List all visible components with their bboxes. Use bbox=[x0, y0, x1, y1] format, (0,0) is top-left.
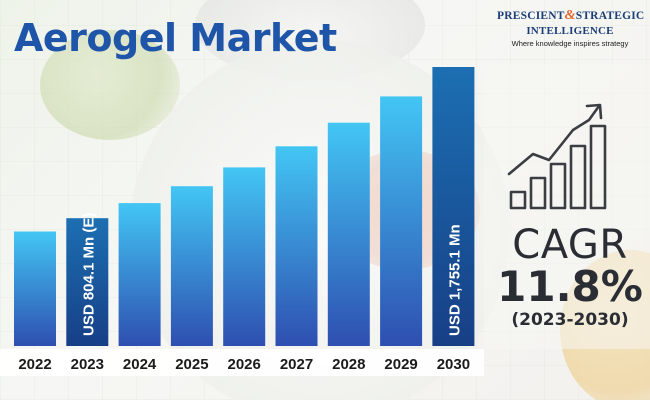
logo-word-prescient: PRESCIENT bbox=[497, 10, 565, 22]
cagr-label: CAGR bbox=[512, 222, 628, 268]
x-tick-label-2026: 2026 bbox=[228, 356, 261, 373]
x-tick-label-2030: 2030 bbox=[437, 356, 470, 373]
bar-2022 bbox=[14, 231, 56, 346]
bar-2026 bbox=[223, 167, 266, 346]
x-tick-label-2022: 2022 bbox=[18, 356, 51, 373]
logo-word-strategic: STRATEGIC bbox=[575, 10, 645, 22]
bars-group bbox=[14, 67, 475, 347]
x-tick-label-2025: 2025 bbox=[175, 356, 208, 373]
x-tick-label-2028: 2028 bbox=[332, 356, 365, 373]
cagr-period: (2023-2030) bbox=[511, 310, 629, 330]
x-axis-tick-labels: 2022 2023 2024 2025 2026 2027 2028 2029 2030 bbox=[18, 356, 470, 373]
logo-tagline: Where knowledge inspires strategy bbox=[511, 39, 629, 48]
x-tick-label-2029: 2029 bbox=[384, 356, 417, 373]
growth-bar-chart-icon bbox=[507, 103, 607, 210]
bar-2028 bbox=[327, 122, 370, 346]
logo-line-2: INTELLIGENCE bbox=[526, 25, 614, 37]
bar-2030 bbox=[432, 67, 475, 346]
page-title: Aerogel Market bbox=[14, 16, 337, 60]
cagr-value: 11.8% bbox=[497, 262, 643, 311]
x-tick-label-2023: 2023 bbox=[71, 356, 104, 373]
data-label-2030: USD 1,755.1 Mn bbox=[446, 224, 463, 336]
year-label-band bbox=[0, 349, 484, 376]
bar-data-labels: USD 804.1 Mn (E) USD 1,755.1 Mn bbox=[80, 213, 463, 336]
x-tick-label-2027: 2027 bbox=[280, 356, 313, 373]
bar-2025 bbox=[170, 186, 213, 346]
logo-ampersand: & bbox=[564, 8, 576, 23]
bar-2023 bbox=[66, 218, 109, 346]
logo-line-1: PRESCIENT&STRATEGIC bbox=[497, 8, 645, 24]
x-tick-label-2024: 2024 bbox=[123, 356, 157, 373]
bar-2024 bbox=[118, 203, 161, 346]
bar-2027 bbox=[275, 146, 318, 346]
data-label-2023: USD 804.1 Mn (E) bbox=[80, 213, 97, 336]
bar-2029 bbox=[380, 96, 423, 347]
company-logo: PRESCIENT&STRATEGIC INTELLIGENCE Where k… bbox=[497, 8, 645, 58]
